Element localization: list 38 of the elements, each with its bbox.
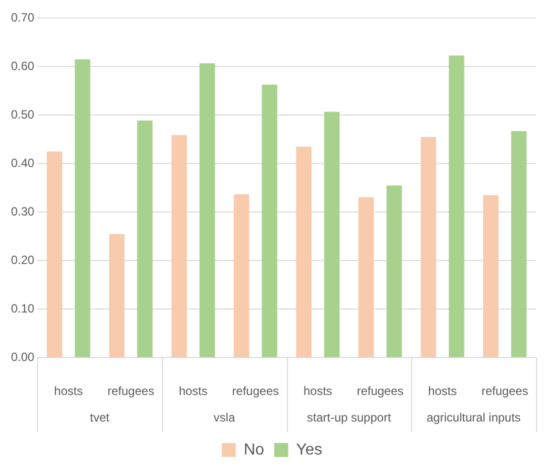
y-tick-label: 0.70 <box>10 10 35 25</box>
bar <box>171 135 187 358</box>
bar <box>137 120 153 358</box>
y-tick-label: 0.60 <box>10 59 35 73</box>
x-tick-label: refugees <box>356 384 404 398</box>
text: start-up support <box>306 410 392 424</box>
bar <box>199 63 215 358</box>
y-tick-label: 0.20 <box>10 252 35 267</box>
bar <box>324 112 340 358</box>
x-tick-label: refugees <box>232 384 279 398</box>
text: tvet <box>90 410 110 424</box>
text: vsla <box>214 410 236 424</box>
x-tick-label: hosts <box>304 384 332 398</box>
bar <box>483 195 499 358</box>
legend-label: No <box>244 441 264 458</box>
bar <box>109 234 125 358</box>
bar <box>262 84 278 358</box>
y-tick-label: 0.50 <box>10 107 35 122</box>
x-tick-label: hosts <box>54 384 83 398</box>
y-tick-label: 0.10 <box>10 301 35 316</box>
x-tick-label: refugees <box>108 384 154 398</box>
x-tick-label: hosts <box>428 384 457 398</box>
bar <box>46 152 62 358</box>
bar <box>234 194 250 358</box>
y-tick-label: 0.40 <box>10 156 35 170</box>
bar <box>511 131 527 358</box>
text: agricultural inputs <box>426 410 521 424</box>
y-tick-label: 0.00 <box>10 350 35 364</box>
bar <box>448 56 464 358</box>
x-tick-label: hosts <box>178 384 208 398</box>
legend-label: Yes <box>296 441 322 458</box>
bar <box>358 197 374 358</box>
bar <box>74 59 90 358</box>
x-tick-label: refugees <box>481 384 528 398</box>
bar <box>420 136 436 358</box>
bar <box>386 185 402 358</box>
y-tick-label: 0.30 <box>10 204 35 218</box>
bar <box>296 146 312 358</box>
